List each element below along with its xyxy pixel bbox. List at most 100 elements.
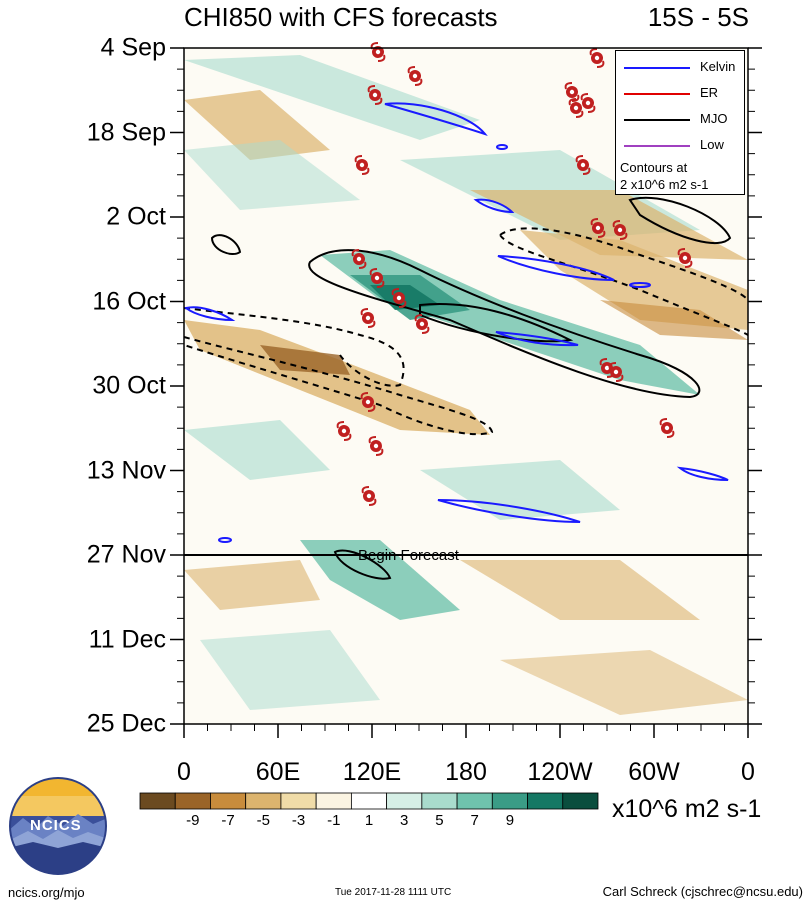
anomaly-band <box>500 650 748 715</box>
cyclone-icon <box>414 314 430 334</box>
cyclone-eye <box>375 49 381 55</box>
cyclone-icon <box>590 218 606 238</box>
colorbar-swatch <box>350 792 388 810</box>
cyclone-arm <box>582 167 591 175</box>
cyclone-arm <box>414 78 423 86</box>
cyclone-arm <box>358 261 367 269</box>
colorbar-tick-label: 9 <box>505 812 515 829</box>
cyclone-eye <box>617 227 623 233</box>
colorbar-units: x10^6 m2 s-1 <box>612 795 762 823</box>
legend-swatch <box>624 93 690 95</box>
chart-title: CHI850 with CFS forecasts <box>184 2 498 32</box>
cyclone-arm <box>597 230 606 238</box>
cyclone-eye <box>373 443 379 449</box>
chart-region: 15S - 5S <box>647 2 749 32</box>
cyclone-arm <box>615 374 624 382</box>
colorbar-tick-label: -7 <box>221 812 235 829</box>
anomaly-band <box>420 460 620 520</box>
kelvin-contour <box>437 499 581 523</box>
cyclone-arm <box>677 248 686 256</box>
cyclone-arm <box>367 320 376 328</box>
kelvin-contour <box>676 466 729 481</box>
mjo-contour <box>210 234 242 256</box>
cyclone-eye <box>356 256 362 262</box>
cyclone-icon <box>589 48 605 68</box>
cyclone-arm <box>414 314 423 322</box>
anomaly-band <box>184 420 330 480</box>
anomaly-band <box>370 285 440 310</box>
legend: Kelvin ER MJO Low Contours at 2 x10^6 m2… <box>615 50 745 195</box>
y-tick-label: 13 Nov <box>86 456 166 484</box>
cyclone-eye <box>372 92 378 98</box>
cyclone-arm <box>374 97 383 105</box>
cyclone-arm <box>612 220 621 228</box>
cyclone-arm <box>398 300 407 308</box>
cyclone-arm <box>354 155 363 163</box>
y-tick-label: 18 Sep <box>86 118 166 146</box>
cyclone-icon <box>368 436 384 456</box>
footer-link[interactable]: ncics.org/mjo <box>8 885 85 900</box>
cyclone-arm <box>571 94 580 102</box>
cyclone-icon <box>336 421 352 441</box>
cyclone-icon <box>369 268 385 288</box>
cyclone-eye <box>365 315 371 321</box>
kelvin-contour <box>497 255 615 281</box>
cyclone-icon <box>608 362 624 382</box>
colorbar-swatch <box>315 792 352 810</box>
cyclone-arm <box>590 218 599 226</box>
kelvin-contour <box>183 306 236 322</box>
colorbar-tick-label: -3 <box>291 812 306 829</box>
y-tick-label: 11 Dec <box>88 625 166 653</box>
colorbar-swatch <box>421 792 458 810</box>
cyclone-arm <box>376 280 385 288</box>
x-tick-label: 0 <box>741 758 755 786</box>
cyclone-eye <box>580 162 586 168</box>
cyclone-arm <box>421 326 430 334</box>
cyclone-icon <box>568 98 584 118</box>
cyclone-arm <box>377 54 386 62</box>
cyclone-icon <box>612 220 628 240</box>
x-tick-label: 120W <box>527 758 593 786</box>
cyclone-arm <box>568 98 577 106</box>
cyclone-icon <box>677 248 693 268</box>
ncics-logo <box>9 777 107 875</box>
anomaly-band <box>184 560 320 610</box>
cyclone-arm <box>369 268 378 276</box>
anomaly-band <box>184 90 330 160</box>
y-tick-label: 4 Sep <box>100 33 166 62</box>
colorbar-tick-label: 3 <box>400 812 409 829</box>
mjo-contour-dashed <box>499 227 749 336</box>
cyclone-arm <box>375 448 384 456</box>
cyclone-icon <box>360 308 376 328</box>
cyclone-icon <box>391 288 407 308</box>
cyclone-eye <box>595 225 601 231</box>
anomaly-band <box>520 230 748 330</box>
cyclone-arm <box>575 110 584 118</box>
cyclone-icon <box>659 418 675 438</box>
anomaly-band <box>460 560 700 620</box>
x-tick-label: 0 <box>177 758 191 786</box>
cyclone-icon <box>575 155 591 175</box>
cyclone-arm <box>368 436 377 444</box>
cyclone-eye <box>682 255 688 261</box>
contour-layer <box>183 102 749 580</box>
legend-swatch <box>624 145 690 147</box>
cyclone-arm <box>360 392 369 400</box>
kelvin-contour <box>384 102 488 136</box>
cyclone-arm <box>367 85 376 93</box>
y-tick-label: 25 Dec <box>86 709 166 738</box>
colorbar-tick-label: 7 <box>470 812 479 829</box>
y-tick-label: 30 Oct <box>92 371 166 400</box>
cyclone-icon <box>361 486 377 506</box>
kelvin-contour <box>496 144 508 150</box>
cyclone-arm <box>343 433 352 441</box>
cyclone-arm <box>684 260 693 268</box>
cyclone-arm <box>575 155 584 163</box>
x-tick-label: 60W <box>628 758 680 786</box>
colorbar-tick-label: -1 <box>327 812 341 829</box>
cyclone-icon <box>564 82 580 102</box>
colorbar-swatch <box>456 792 493 810</box>
cyclone-eye <box>573 105 579 111</box>
cyclone-arm <box>580 93 589 101</box>
